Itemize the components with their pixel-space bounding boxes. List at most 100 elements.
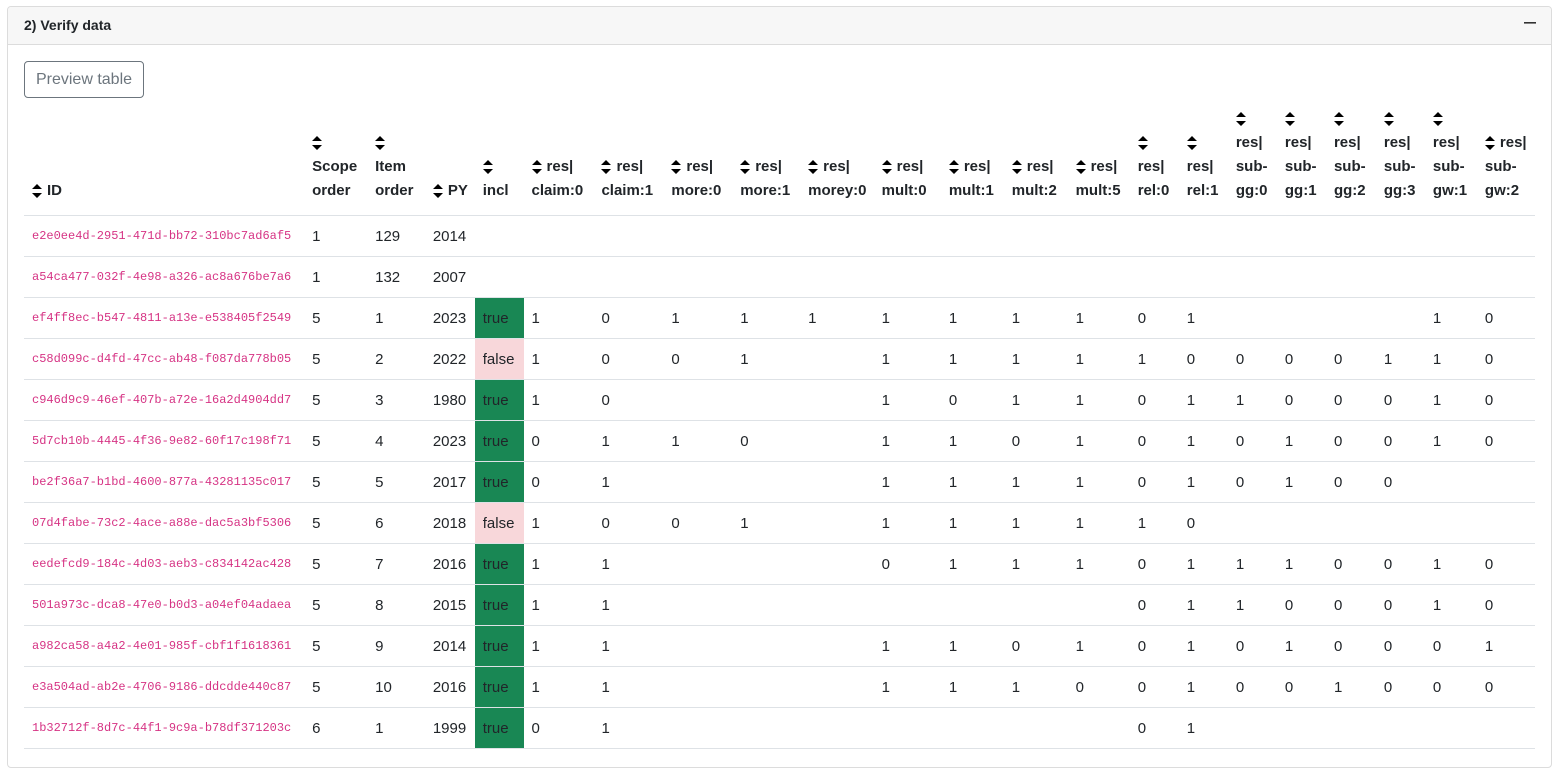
table-cell: [1003, 707, 1068, 749]
column-header[interactable]: res| sub-gw:1: [1424, 107, 1477, 216]
header-text: gg:0: [1235, 182, 1268, 199]
header-text: res|: [546, 158, 574, 175]
table-cell: [873, 215, 941, 257]
table-row: 07d4fabe-73c2-4ace-a88e-dac5a3bf5306 5 6 20…: [24, 502, 1535, 544]
column-header[interactable]: res| rel:1: [1178, 107, 1228, 216]
table-row: ef4ff8ec-b547-4811-a13e-e538405f2549 5 1 20…: [24, 297, 1535, 339]
table-cell: 0: [1003, 420, 1068, 462]
column-header[interactable]: res| mult:1: [940, 107, 1004, 216]
table-cell: 1: [1276, 461, 1326, 503]
table-cell: [1276, 215, 1326, 257]
sort-icon[interactable]: [1137, 136, 1148, 151]
sort-icon[interactable]: [432, 184, 443, 199]
table-cell: 1: [1067, 543, 1130, 585]
table-cell: 1: [1276, 543, 1326, 585]
sort-icon[interactable]: [1484, 136, 1495, 151]
column-header[interactable]: res| rel:0: [1129, 107, 1179, 216]
sort-icon[interactable]: [601, 160, 612, 175]
sort-icon[interactable]: [1432, 112, 1443, 127]
header-text: more:0: [671, 182, 722, 199]
table-row: eedefcd9-184c-4d03-aeb3-c834142ac428 5 7 20…: [24, 543, 1535, 585]
table-cell: [663, 707, 733, 749]
column-header[interactable]: incl: [474, 107, 524, 216]
table-cell: 0: [1325, 461, 1376, 503]
table-cell: true: [474, 666, 524, 708]
sort-icon[interactable]: [32, 184, 42, 199]
table-cell: [1476, 215, 1535, 257]
column-header[interactable]: res| sub-gw:2: [1476, 107, 1535, 216]
sort-icon[interactable]: [482, 160, 493, 175]
sort-icon[interactable]: [1235, 112, 1246, 127]
table-cell: [800, 215, 874, 257]
sort-icon[interactable]: [1333, 112, 1344, 127]
table-cell: 7: [367, 543, 425, 585]
table-cell: [1067, 256, 1130, 298]
sort-icon[interactable]: [1186, 136, 1197, 151]
column-header[interactable]: res| claim:0: [523, 107, 594, 216]
table-cell: 1: [940, 543, 1004, 585]
sort-icon[interactable]: [312, 136, 323, 151]
table-cell: 1: [940, 420, 1004, 462]
column-header[interactable]: res| mult:5: [1067, 107, 1130, 216]
table-cell: 1: [1178, 420, 1228, 462]
table-cell: 2016: [424, 543, 475, 585]
table-cell: [523, 256, 594, 298]
table-cell: [1375, 297, 1425, 339]
table-cell: [1424, 502, 1477, 544]
sort-icon[interactable]: [1075, 160, 1086, 175]
preview-button[interactable]: Preview table: [24, 61, 144, 98]
column-header[interactable]: PY: [424, 107, 475, 216]
sort-icon[interactable]: [1383, 112, 1394, 127]
column-header[interactable]: res| sub-gg:1: [1276, 107, 1326, 216]
sort-icon[interactable]: [531, 160, 542, 175]
sort-icon[interactable]: [671, 160, 682, 175]
table-cell: 2018: [424, 502, 475, 544]
card-header: 2) Verify data: [8, 7, 1551, 45]
column-header[interactable]: res| more:1: [732, 107, 801, 216]
table-cell: 0: [940, 379, 1004, 421]
header-text: res|: [1235, 134, 1263, 151]
table-cell: [800, 461, 874, 503]
column-header[interactable]: res| mult:0: [873, 107, 941, 216]
sort-icon[interactable]: [1011, 160, 1022, 175]
column-header[interactable]: res| mult:2: [1003, 107, 1068, 216]
column-header[interactable]: res| more:0: [663, 107, 733, 216]
table-cell: 1: [1276, 420, 1326, 462]
table-cell: [663, 215, 733, 257]
table-cell: 0: [1375, 584, 1425, 626]
column-header[interactable]: Scope order: [304, 107, 368, 216]
column-header[interactable]: res| claim:1: [593, 107, 664, 216]
table-cell: [800, 502, 874, 544]
table-cell: [1003, 584, 1068, 626]
sort-icon[interactable]: [375, 136, 386, 151]
table-cell: 5: [304, 502, 368, 544]
sort-icon[interactable]: [948, 160, 959, 175]
column-header[interactable]: ID: [24, 107, 305, 216]
table-cell: 1: [1067, 461, 1130, 503]
table-cell: 9: [367, 625, 425, 667]
sort-icon[interactable]: [808, 160, 819, 175]
column-header[interactable]: res| sub-gg:2: [1325, 107, 1376, 216]
column-header[interactable]: res| morey:0: [800, 107, 874, 216]
sort-icon[interactable]: [1284, 112, 1295, 127]
collapse-button[interactable]: [1524, 21, 1536, 25]
column-header[interactable]: res| sub-gg:3: [1375, 107, 1425, 216]
table-cell: 0: [1325, 543, 1376, 585]
column-header[interactable]: Item order: [367, 107, 425, 216]
header-text: sub-: [1235, 158, 1268, 175]
header-text: sub-: [1383, 158, 1416, 175]
table-cell: [800, 379, 874, 421]
table-row: e3a504ad-ab2e-4706-9186-ddcdde440c87 5 10 2…: [24, 666, 1535, 708]
sort-icon[interactable]: [881, 160, 892, 175]
table-cell: 1: [1375, 338, 1425, 380]
table-cell: 1: [663, 420, 733, 462]
sort-icon[interactable]: [740, 160, 751, 175]
table-cell: 1999: [424, 707, 475, 749]
header-text: mult:1: [948, 182, 994, 199]
header-text: res|: [1186, 158, 1214, 175]
column-header[interactable]: res| sub-gg:0: [1227, 107, 1277, 216]
table-cell: 0: [1003, 625, 1068, 667]
table-cell: 1: [1276, 625, 1326, 667]
table-cell: 5: [304, 420, 368, 462]
table-cell: 1: [873, 420, 941, 462]
